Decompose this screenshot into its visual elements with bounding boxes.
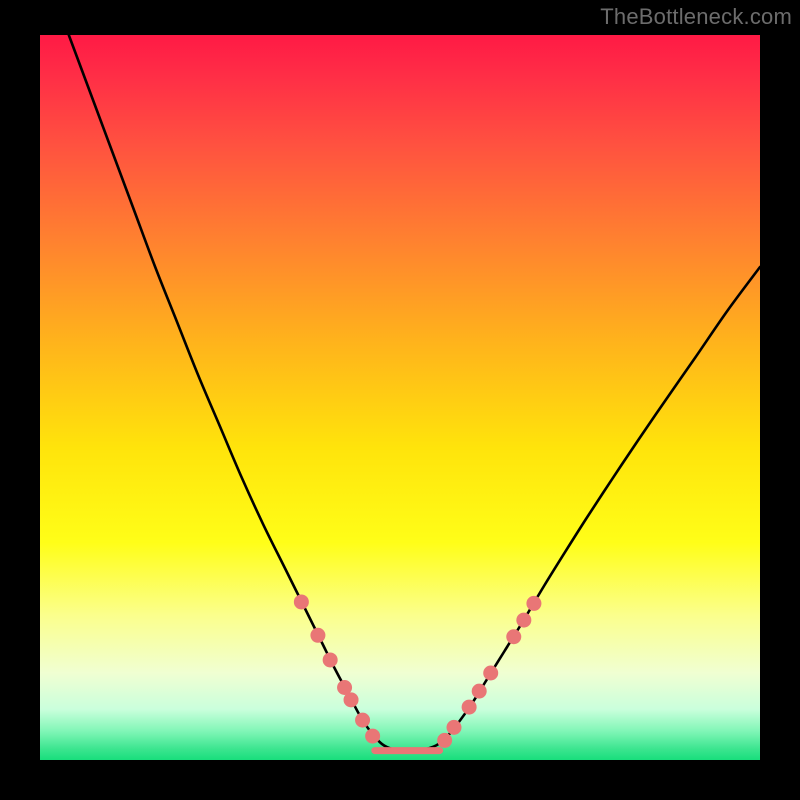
bottleneck-chart (0, 0, 800, 800)
marker-dot-right (483, 666, 498, 681)
marker-dot-left (355, 713, 370, 728)
chart-stage: TheBottleneck.com (0, 0, 800, 800)
marker-dot-right (462, 700, 477, 715)
marker-dot-right (516, 613, 531, 628)
marker-dot-right (447, 720, 462, 735)
marker-dot-right (526, 596, 541, 611)
plot-area (40, 35, 760, 760)
watermark-text: TheBottleneck.com (600, 4, 792, 30)
marker-dot-right (506, 629, 521, 644)
marker-dot-right (472, 684, 487, 699)
marker-dot-left (344, 692, 359, 707)
marker-dot-left (310, 628, 325, 643)
marker-dot-left (323, 652, 338, 667)
marker-dot-left (294, 594, 309, 609)
marker-dot-left (365, 729, 380, 744)
marker-dot-right (437, 733, 452, 748)
